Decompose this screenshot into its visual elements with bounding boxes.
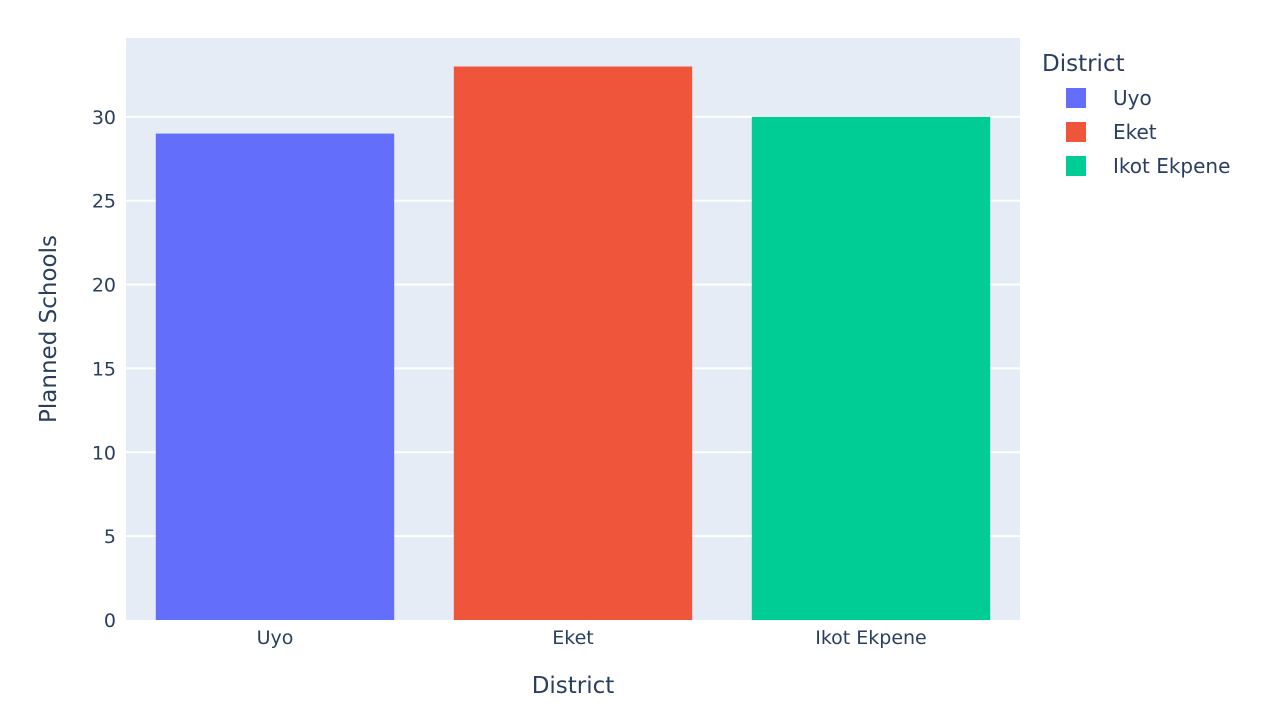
- y-tick-label: 15: [92, 358, 116, 380]
- y-tick-label: 30: [92, 107, 116, 129]
- legend-swatch[interactable]: [1066, 156, 1086, 176]
- legend-label[interactable]: Ikot Ekpene: [1113, 154, 1230, 178]
- y-tick-label: 0: [104, 610, 116, 632]
- legend-title: District: [1042, 51, 1125, 77]
- x-axis-ticks: Uyo Eket Ikot Ekpene: [257, 627, 927, 649]
- legend-swatch[interactable]: [1066, 122, 1086, 142]
- x-tick-label: Uyo: [257, 627, 294, 649]
- legend: District Uyo Eket Ikot Ekpene: [1042, 51, 1230, 178]
- y-tick-label: 5: [104, 526, 116, 548]
- bar-eket: [453, 66, 693, 621]
- y-axis-title: Planned Schools: [36, 235, 62, 423]
- legend-label[interactable]: Eket: [1113, 120, 1157, 144]
- y-tick-label: 25: [92, 191, 116, 213]
- x-tick-label: Ikot Ekpene: [815, 627, 927, 649]
- bar-uyo: [155, 133, 395, 621]
- x-axis-title: District: [532, 673, 615, 699]
- y-axis-ticks: 0 5 10 15 20 25 30: [92, 107, 116, 632]
- legend-swatch[interactable]: [1066, 88, 1086, 108]
- y-tick-label: 20: [92, 275, 116, 297]
- x-tick-label: Eket: [552, 627, 593, 649]
- y-tick-label: 10: [92, 442, 116, 464]
- bars: [155, 66, 991, 621]
- legend-label[interactable]: Uyo: [1113, 86, 1152, 110]
- bar-ikot-ekpene: [751, 116, 991, 621]
